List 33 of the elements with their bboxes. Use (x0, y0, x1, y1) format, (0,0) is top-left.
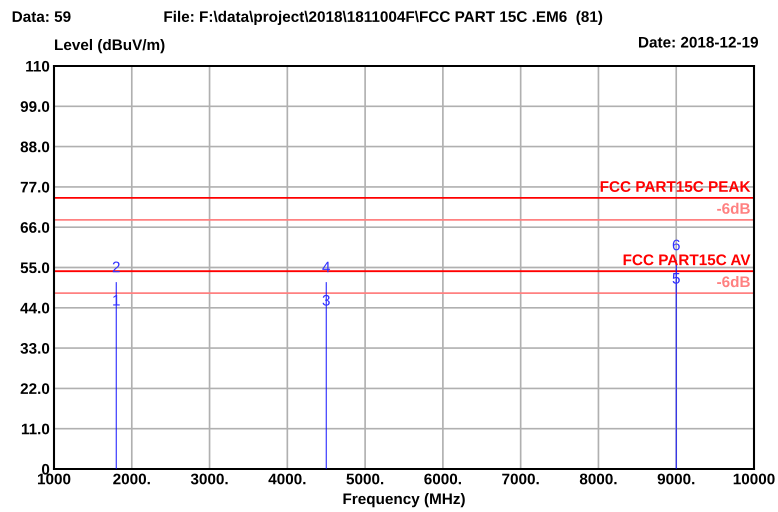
x-tick-label: 2000. (113, 474, 150, 484)
ref-line-label: FCC PART15C PEAK (600, 181, 750, 192)
y-axis-title: Level (dBuV/m) (55, 38, 164, 54)
x-tick-label: 9000. (658, 474, 694, 484)
x-tick-label: 7000. (502, 474, 539, 484)
ref-line-label: FCC PART15C AV (624, 254, 750, 266)
x-tick-label: 10000 (734, 474, 775, 484)
y-tick-label: 22.0 (20, 383, 50, 394)
text: Data: 59 (12, 11, 71, 22)
y-tick-label: 33.0 (20, 342, 50, 354)
y-tick-label: 110 (26, 60, 50, 72)
y-tick-label: 99.0 (20, 101, 50, 112)
ref-line-label: -6dB (717, 276, 750, 288)
x-tick-label: 8000. (580, 474, 617, 484)
y-tick-label: 77.0 (20, 182, 50, 193)
x-tick-label: 5000. (346, 474, 384, 484)
y-tick-label: 66.0 (20, 222, 50, 233)
y-tick-label: 88.0 (20, 141, 50, 152)
y-tick-label: 11.0 (22, 424, 50, 434)
y-tick-label: 55.0 (20, 262, 50, 274)
text: Date: 2018-12-19 (638, 36, 758, 48)
x-axis-title: Frequency (MHz) (343, 492, 465, 508)
x-tick-label: 6000. (424, 474, 461, 484)
chart-title: File: F:\data\project\2018\1811004F\FCC PART 15C .EM6 (81) (164, 10, 602, 26)
annotation: 2 (112, 262, 120, 272)
x-tick-label: 1000 (38, 474, 70, 484)
y-tick-label: 44.0 (20, 302, 50, 314)
annotation: 6 (672, 240, 680, 250)
annotation: 4 (322, 262, 330, 272)
y-tick-label: 0 (42, 464, 50, 475)
ref-line-label: -6dB (717, 202, 750, 214)
x-tick-label: 3000. (190, 474, 228, 484)
x-tick-label: 4000. (268, 474, 306, 484)
